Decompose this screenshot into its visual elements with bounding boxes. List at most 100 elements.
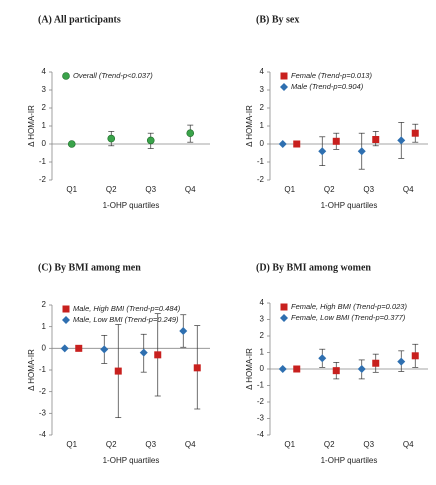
x-tick-label: Q1	[284, 185, 295, 194]
marker	[357, 147, 366, 156]
marker	[332, 367, 340, 375]
y-tick-label: 4	[260, 298, 265, 307]
marker	[411, 129, 419, 137]
y-tick-label: -1	[39, 365, 47, 374]
x-tick-label: Q3	[363, 440, 374, 449]
marker	[332, 137, 340, 145]
y-tick-label: 1	[42, 121, 47, 130]
marker	[372, 359, 380, 367]
legend-label: Female, High BMI (Trend-p=0.023)	[291, 302, 407, 311]
x-tick-label: Q1	[66, 185, 77, 194]
marker	[372, 136, 380, 143]
marker	[107, 134, 116, 143]
marker	[280, 314, 288, 322]
marker	[62, 72, 70, 80]
y-tick-label: -3	[39, 408, 47, 417]
panel: (C) By BMI among men -4 -3 -2 -1 0 1 2 Δ HOMA-IR…	[27, 262, 210, 465]
panel: (B) By sex -2 -1 0 1 2 3 4 Δ HOMA-IR Q1 Q2 Q3 Q4 1-OH…	[245, 14, 428, 210]
marker	[280, 83, 288, 91]
y-tick-label: 3	[42, 85, 47, 94]
marker	[62, 316, 70, 324]
marker	[154, 351, 162, 359]
y-tick-label: -2	[257, 397, 265, 406]
y-axis-label: Δ HOMA-IR	[27, 105, 36, 147]
y-tick-label: -4	[257, 430, 265, 439]
marker	[60, 344, 69, 353]
marker	[67, 140, 76, 148]
marker	[280, 72, 288, 80]
legend-label: Male, Low BMI (Trend-p=0.249)	[73, 315, 179, 324]
x-tick-label: Q1	[66, 440, 77, 449]
marker	[100, 345, 109, 354]
y-tick-label: -2	[39, 175, 47, 184]
y-tick-label: 2	[42, 300, 47, 309]
x-tick-label: Q2	[106, 440, 117, 449]
marker	[280, 303, 288, 311]
y-tick-label: -3	[257, 414, 265, 423]
x-axis-label: 1-OHP quartiles	[103, 456, 160, 465]
y-tick-label: -2	[257, 175, 265, 184]
x-tick-label: Q4	[185, 440, 196, 449]
y-tick-label: 2	[260, 331, 265, 340]
marker	[293, 365, 301, 373]
y-tick-label: 4	[260, 67, 265, 76]
marker	[278, 140, 287, 148]
x-tick-label: Q2	[106, 185, 117, 194]
marker	[397, 136, 406, 145]
y-axis-label: Δ HOMA-IR	[245, 348, 254, 390]
legend-label: Overall (Trend-p<0.037)	[73, 71, 153, 80]
x-axis-label: 1-OHP quartiles	[321, 456, 378, 465]
y-tick-label: 3	[260, 315, 265, 324]
x-tick-label: Q2	[324, 185, 335, 194]
y-tick-label: 2	[260, 103, 265, 112]
marker	[293, 140, 301, 148]
panel: (D) By BMI among women -4 -3 -2 -1 0 1 2 3 4 Δ HOM…	[245, 262, 428, 465]
y-tick-label: 0	[260, 139, 265, 148]
y-tick-label: -1	[39, 157, 47, 166]
y-axis-label: Δ HOMA-IR	[245, 105, 254, 147]
y-tick-label: -1	[257, 157, 265, 166]
panel-title: (A) All participants	[38, 14, 121, 25]
x-tick-label: Q4	[403, 185, 414, 194]
legend-label: Male (Trend-p=0.904)	[291, 82, 364, 91]
x-axis-label: 1-OHP quartiles	[321, 201, 378, 210]
y-tick-label: -1	[257, 381, 265, 390]
y-tick-label: 1	[42, 322, 47, 331]
y-tick-label: 4	[42, 67, 47, 76]
y-tick-label: 3	[260, 85, 265, 94]
x-tick-label: Q4	[185, 185, 196, 194]
y-axis-label: Δ HOMA-IR	[27, 349, 36, 391]
panel-title: (C) By BMI among men	[38, 262, 141, 273]
x-tick-label: Q3	[363, 185, 374, 194]
y-tick-label: 0	[42, 139, 47, 148]
legend-label: Female, Low BMI (Trend-p=0.377)	[291, 313, 406, 322]
x-tick-label: Q2	[324, 440, 335, 449]
x-tick-label: Q3	[145, 440, 156, 449]
y-tick-label: 2	[42, 103, 47, 112]
x-tick-label: Q1	[284, 440, 295, 449]
panel: (A) All participants -2 -1 0 1 2 3 4 Δ HOMA-IR Q1…	[27, 14, 210, 210]
x-tick-label: Q4	[403, 440, 414, 449]
marker	[146, 136, 155, 145]
x-tick-label: Q3	[145, 185, 156, 194]
marker	[114, 367, 122, 375]
panel-title: (B) By sex	[256, 14, 299, 25]
y-tick-label: 1	[260, 121, 265, 130]
marker	[278, 365, 287, 373]
marker	[397, 357, 406, 366]
y-tick-label: 0	[42, 343, 47, 352]
marker	[193, 364, 201, 372]
y-tick-label: 0	[260, 364, 265, 373]
legend-label: Male, High BMI (Trend-p=0.484)	[73, 304, 181, 313]
marker	[75, 344, 83, 352]
y-tick-label: -4	[39, 430, 47, 439]
y-tick-label: -2	[39, 387, 47, 396]
marker	[357, 365, 366, 373]
marker	[62, 305, 70, 313]
x-axis-label: 1-OHP quartiles	[103, 201, 160, 210]
marker	[318, 147, 327, 156]
y-tick-label: 1	[260, 348, 265, 357]
marker	[179, 327, 188, 335]
marker	[139, 348, 148, 357]
